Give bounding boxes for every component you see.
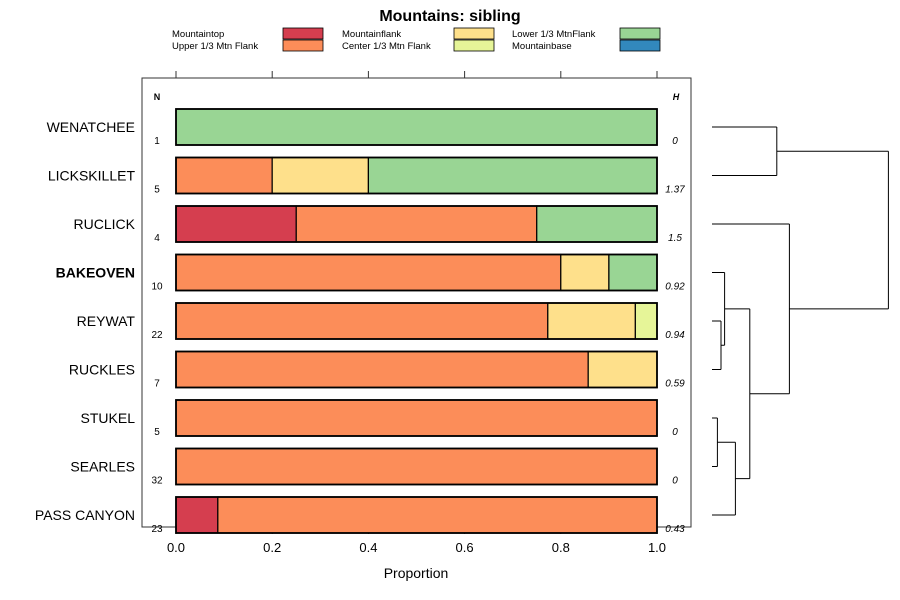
bar-outline	[175, 253, 658, 292]
bar-segment	[175, 447, 658, 486]
bar-segment	[175, 399, 658, 437]
bar-segment	[560, 253, 610, 292]
legend-label: Mountainbase	[512, 41, 572, 52]
category-label: SEARLES	[70, 459, 135, 475]
n-value: 10	[151, 282, 163, 293]
bar-segment	[634, 302, 658, 340]
h-value: 0	[672, 136, 678, 147]
bar-outline	[175, 205, 658, 243]
bar-segment	[175, 108, 658, 146]
bar-outline	[175, 399, 658, 437]
legend-label: Mountainflank	[342, 29, 401, 40]
category-label: RUCKLES	[69, 362, 135, 378]
h-value: 0.59	[665, 379, 685, 390]
bar-segment	[367, 156, 658, 195]
h-header: H	[673, 92, 680, 102]
n-header: N	[154, 92, 161, 102]
legend-swatch	[619, 39, 661, 52]
bar-outline	[175, 350, 658, 389]
x-tick-label: 0.8	[552, 540, 570, 555]
h-value: 1.37	[665, 185, 685, 196]
bar-segment	[175, 156, 273, 195]
legend-label: Center 1/3 Mtn Flank	[342, 41, 431, 52]
h-value: 0.92	[665, 282, 685, 293]
n-value: 23	[151, 524, 163, 535]
x-tick-label: 1.0	[648, 540, 666, 555]
legend-swatch	[453, 27, 495, 40]
bars	[175, 108, 658, 534]
category-label: WENATCHEE	[47, 119, 135, 135]
h-value: 0	[672, 427, 678, 438]
x-tick-label: 0.6	[456, 540, 474, 555]
h-value: 0	[672, 476, 678, 487]
bar-segment	[295, 205, 538, 243]
category-label: RUCLICK	[74, 216, 136, 232]
legend-swatch	[282, 27, 324, 40]
h-value: 0.94	[665, 330, 685, 341]
category-label: LICKSKILLET	[48, 168, 136, 184]
bar-segment	[175, 350, 589, 389]
bar-outline	[175, 156, 658, 195]
n-value: 7	[154, 379, 160, 390]
bar-outline	[175, 108, 658, 146]
chart-title: Mountains: sibling	[379, 8, 520, 25]
legend-label: Mountaintop	[172, 29, 224, 40]
bar-segment	[175, 205, 297, 243]
category-label: PASS CANYON	[35, 507, 135, 523]
legend-swatch	[282, 39, 324, 52]
legend-label: Upper 1/3 Mtn Flank	[172, 41, 258, 52]
legend-label: Lower 1/3 MtnFlank	[512, 29, 596, 40]
bar-segment	[217, 496, 658, 534]
bar-segment	[175, 253, 562, 292]
bar-segment	[547, 302, 636, 340]
bar-segment	[175, 302, 549, 340]
h-value: 0.43	[665, 524, 685, 535]
legend-swatch	[453, 39, 495, 52]
legend-swatch	[619, 27, 661, 40]
category-label: REYWAT	[77, 313, 136, 329]
bar-segment	[536, 205, 658, 243]
bar-segment	[587, 350, 658, 389]
h-value: 1.5	[668, 233, 682, 244]
dendrogram	[712, 126, 889, 516]
n-value: 22	[151, 330, 163, 341]
n-value: 4	[154, 233, 160, 244]
n-value: 5	[154, 427, 160, 438]
n-value: 5	[154, 185, 160, 196]
x-tick-label: 0.2	[263, 540, 281, 555]
x-axis-label: Proportion	[384, 565, 449, 581]
bar-outline	[175, 302, 658, 340]
x-tick-label: 0.4	[359, 540, 377, 555]
n-value: 32	[151, 476, 163, 487]
bar-outline	[175, 447, 658, 486]
category-label: STUKEL	[81, 410, 136, 426]
category-label: BAKEOVEN	[56, 265, 135, 281]
bar-segment	[175, 496, 219, 534]
bar-outline	[175, 496, 658, 534]
bar-segment	[608, 253, 658, 292]
n-value: 1	[154, 136, 160, 147]
bar-segment	[271, 156, 370, 195]
x-tick-label: 0.0	[167, 540, 185, 555]
